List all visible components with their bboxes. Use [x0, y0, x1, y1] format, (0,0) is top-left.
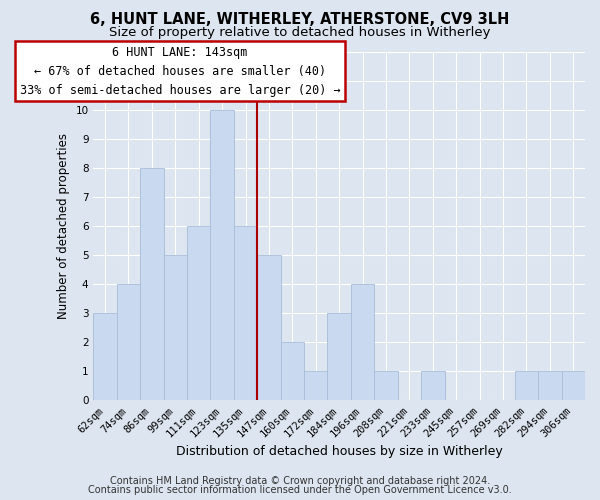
Bar [94, 314, 117, 400]
Bar [304, 372, 328, 400]
Bar [117, 284, 140, 401]
Bar [328, 314, 351, 400]
Bar [351, 284, 374, 401]
Text: Contains HM Land Registry data © Crown copyright and database right 2024.: Contains HM Land Registry data © Crown c… [110, 476, 490, 486]
Bar [164, 256, 187, 400]
Bar [257, 256, 281, 400]
X-axis label: Distribution of detached houses by size in Witherley: Distribution of detached houses by size … [176, 444, 503, 458]
Text: Contains public sector information licensed under the Open Government Licence v3: Contains public sector information licen… [88, 485, 512, 495]
Bar [374, 372, 398, 400]
Bar [140, 168, 164, 400]
Bar [421, 372, 445, 400]
Y-axis label: Number of detached properties: Number of detached properties [57, 134, 70, 320]
Text: 6, HUNT LANE, WITHERLEY, ATHERSTONE, CV9 3LH: 6, HUNT LANE, WITHERLEY, ATHERSTONE, CV9… [91, 12, 509, 28]
Text: Size of property relative to detached houses in Witherley: Size of property relative to detached ho… [109, 26, 491, 39]
Bar [538, 372, 562, 400]
Bar [234, 226, 257, 400]
Bar [515, 372, 538, 400]
Text: 6 HUNT LANE: 143sqm
← 67% of detached houses are smaller (40)
33% of semi-detach: 6 HUNT LANE: 143sqm ← 67% of detached ho… [20, 46, 340, 96]
Bar [562, 372, 585, 400]
Bar [187, 226, 211, 400]
Bar [281, 342, 304, 400]
Bar [211, 110, 234, 401]
